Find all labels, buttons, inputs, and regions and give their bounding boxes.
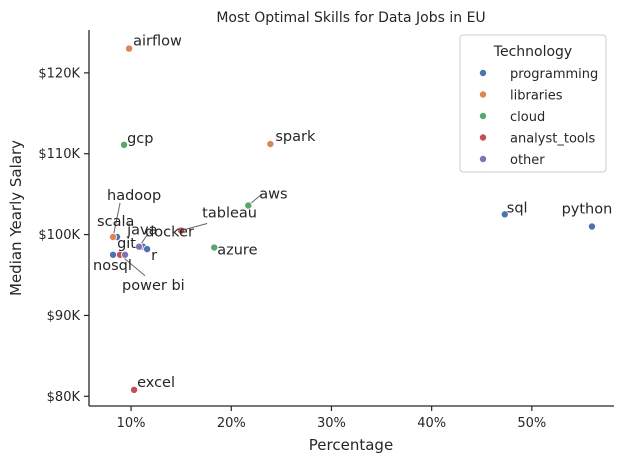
label-java: java: [126, 223, 157, 239]
chart-title: Most Optimal Skills for Data Jobs in EU: [216, 10, 485, 26]
label-excel: excel: [137, 375, 175, 391]
label-python: python: [562, 201, 613, 217]
y-tick-label: $100K: [38, 228, 80, 243]
label-git: git: [117, 236, 136, 252]
point-sql: [500, 210, 509, 219]
legend-label-cloud: cloud: [510, 110, 545, 125]
legend-marker-cloud: [478, 112, 487, 121]
data-points: [109, 44, 596, 394]
point-excel: [130, 385, 139, 394]
legend-marker-analyst-tools: [478, 133, 487, 142]
label-aws: aws: [259, 186, 287, 202]
x-tick-label: 30%: [317, 416, 346, 431]
label-spark: spark: [275, 129, 316, 145]
y-tick-label: $80K: [47, 390, 81, 405]
point-tableau: [177, 226, 186, 235]
legend: Technology programming libraries cloud anal…: [459, 34, 607, 173]
legend-marker-libraries: [478, 90, 487, 99]
legend-label-programming: programming: [510, 67, 598, 82]
y-tick-label: $110K: [38, 147, 80, 162]
point-docker: [135, 242, 144, 251]
point-python: [587, 222, 596, 231]
label-r: r: [151, 248, 157, 264]
leader-hadoop: [112, 202, 121, 238]
label-nosql: nosql: [93, 258, 132, 274]
legend-entries: programming libraries cloud analyst_toolsot…: [478, 67, 598, 168]
point-airflow: [125, 44, 134, 53]
legend-marker-other: [478, 154, 487, 163]
x-axis-label: Percentage: [309, 436, 393, 454]
label-airflow: airflow: [133, 34, 182, 50]
point-r: [143, 245, 152, 254]
legend-label-other: other: [510, 153, 545, 168]
label-scala: scala: [97, 214, 134, 230]
x-tick-label: 40%: [417, 416, 446, 431]
label-gcp: gcp: [127, 131, 153, 147]
y-tick-label: $120K: [38, 66, 80, 81]
y-axis-label: Median Yearly Salary: [7, 140, 25, 296]
label-azure: azure: [217, 243, 257, 259]
label-tableau: tableau: [202, 206, 257, 222]
label-sql: sql: [507, 200, 528, 216]
legend-label-libraries: libraries: [510, 89, 563, 104]
label-docker: docker: [145, 225, 194, 241]
legend-box: [459, 34, 607, 173]
point-hadoop: [109, 233, 118, 242]
y-tick-label: $90K: [47, 309, 81, 324]
point-spark: [266, 140, 275, 149]
point-aws: [244, 201, 253, 210]
point-azure: [210, 243, 219, 252]
label-power-bi: power bi: [122, 278, 185, 294]
point-gcp: [120, 140, 129, 149]
label-hadoop: hadoop: [107, 188, 161, 204]
x-tick-label: 50%: [517, 416, 546, 431]
point-labels: python sql java r scala nosql airflow spark hado…: [93, 34, 612, 391]
x-tick-label: 10%: [117, 416, 146, 431]
legend-marker-programming: [478, 69, 487, 78]
x-axis-ticks: 10% 20% 30% 40% 50%: [117, 406, 546, 431]
leader-tableau: [181, 223, 208, 232]
point-git: [121, 250, 130, 259]
y-axis-ticks: $80K $90K $100K $110K $120K: [38, 66, 89, 405]
x-tick-label: 20%: [217, 416, 246, 431]
legend-title: Technology: [493, 44, 572, 60]
legend-label-analyst-tools: analyst_tools: [510, 132, 595, 147]
